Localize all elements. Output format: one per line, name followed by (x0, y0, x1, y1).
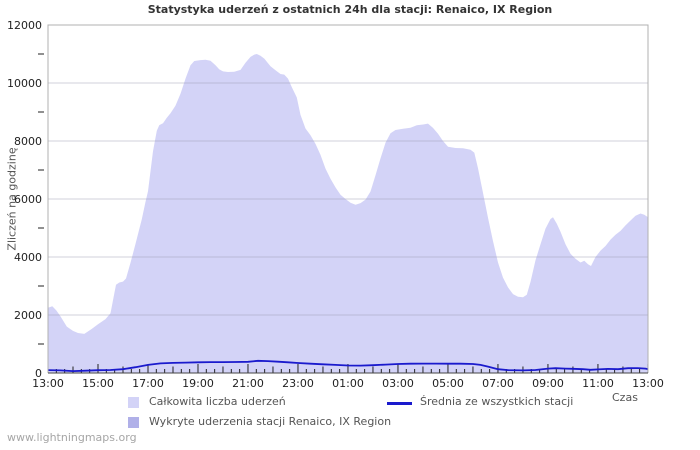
x-tick-label: 13:00 (632, 377, 664, 390)
x-tick-label: 03:00 (382, 377, 414, 390)
legend-label-average: Średnia ze wszystkich stacji (420, 395, 574, 408)
y-tick-label: 6000 (14, 193, 42, 206)
x-tick-label: 05:00 (432, 377, 464, 390)
y-tick-label: 10000 (7, 77, 42, 90)
watermark: www.lightningmaps.org (7, 431, 137, 444)
legend-line-swatch-average (387, 402, 412, 405)
x-tick-label: 19:00 (182, 377, 214, 390)
chart-title: Statystyka uderzeń z ostatnich 24h dla s… (147, 3, 553, 16)
x-tick-label: 09:00 (532, 377, 564, 390)
x-tick-label: 11:00 (582, 377, 614, 390)
x-tick-label: 17:00 (132, 377, 164, 390)
x-tick-label: 15:00 (82, 377, 114, 390)
y-tick-label: 8000 (14, 135, 42, 148)
y-tick-label: 2000 (14, 309, 42, 322)
x-tick-label: 01:00 (332, 377, 364, 390)
y-tick-label: 12000 (7, 19, 42, 32)
x-axis-label: Czas (612, 391, 638, 404)
y-tick-label: 0 (35, 367, 42, 380)
y-tick-label: 4000 (14, 251, 42, 264)
legend-label-station: Wykryte uderzenia stacji Renaico, IX Reg… (149, 415, 392, 428)
plot-frame (47, 24, 649, 373)
x-tick-label: 13:00 (32, 377, 64, 390)
x-tick-label: 07:00 (482, 377, 514, 390)
total-area-series (48, 54, 648, 373)
x-tick-label: 23:00 (282, 377, 314, 390)
legend-label-total: Całkowita liczba uderzeń (149, 395, 286, 408)
legend-swatch-total (128, 397, 139, 408)
average-line-series (47, 359, 649, 373)
legend-swatch-station (128, 417, 139, 428)
x-tick-label: 21:00 (232, 377, 264, 390)
